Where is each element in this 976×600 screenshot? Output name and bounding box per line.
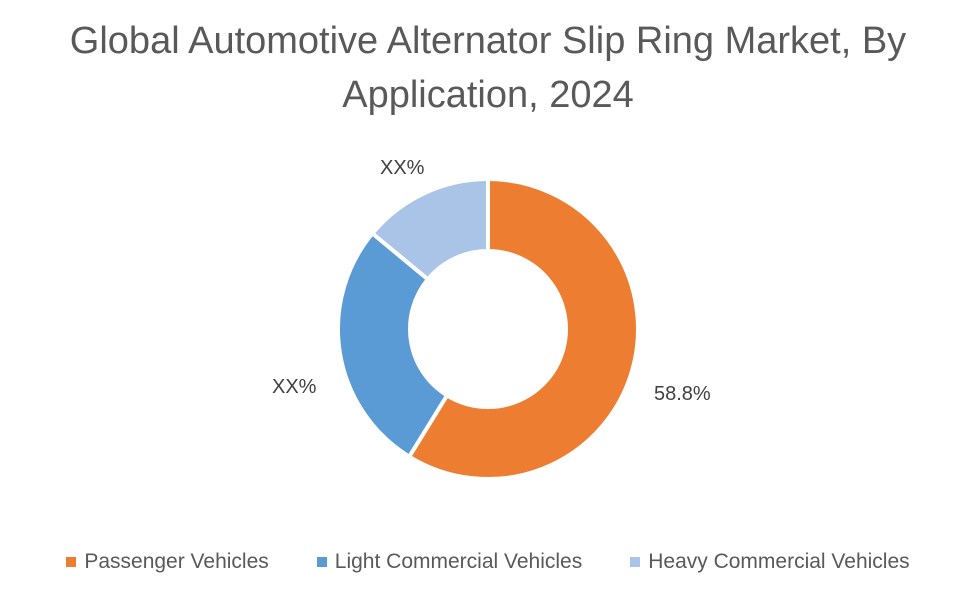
legend-swatch-passenger xyxy=(66,557,77,567)
legend-label: Heavy Commercial Vehicles xyxy=(648,550,910,573)
legend-label: Light Commercial Vehicles xyxy=(334,550,583,573)
donut-slice-light-commercial-vehicles xyxy=(336,230,450,460)
legend-item-heavy-commercial: Heavy Commercial Vehicles xyxy=(630,550,910,574)
legend-swatch-heavy-commercial xyxy=(630,557,641,567)
donut-slice-passenger-vehicles xyxy=(406,176,640,481)
legend-item-light-commercial: Light Commercial Vehicles xyxy=(316,550,583,574)
title-line-1: Global Automotive Alternator Slip Ring M… xyxy=(69,20,907,62)
chart-legend: Passenger Vehicles Light Commercial Vehi… xyxy=(0,550,976,574)
legend-swatch-light-commercial xyxy=(316,557,327,567)
chart-title: Global Automotive Alternator Slip Ring M… xyxy=(0,14,976,122)
legend-item-passenger: Passenger Vehicles xyxy=(66,550,269,574)
donut-slice-heavy-commercial-vehicles xyxy=(369,176,490,283)
legend-label: Passenger Vehicles xyxy=(84,550,269,573)
data-label-passenger: 58.8% xyxy=(654,383,711,405)
data-label-light-commercial: XX% xyxy=(272,376,317,398)
data-label-heavy-commercial: XX% xyxy=(380,157,425,179)
title-line-2: Application, 2024 xyxy=(342,74,634,116)
